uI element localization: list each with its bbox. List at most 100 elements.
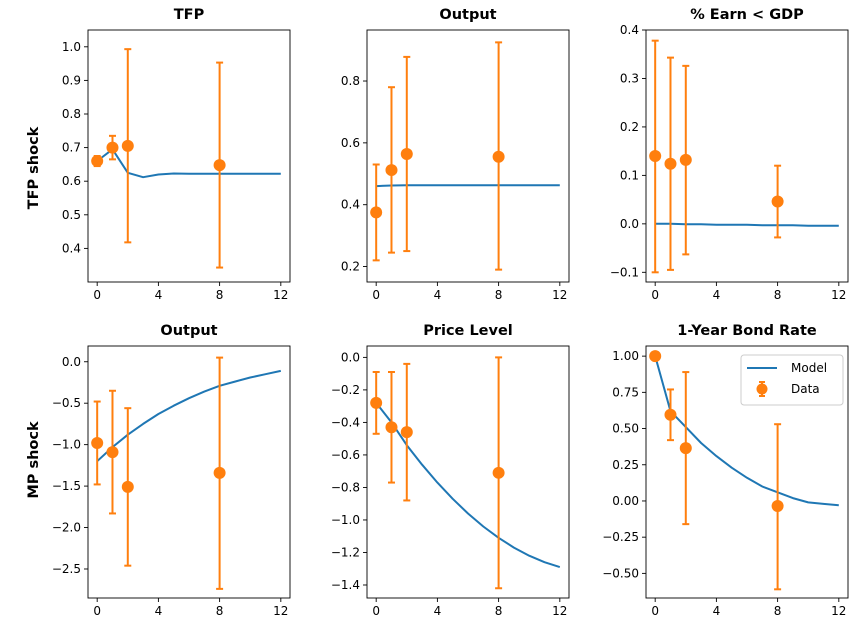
data-point: [385, 164, 398, 177]
data-point: [385, 421, 398, 434]
row-labels: TFP shock MP shock: [26, 126, 42, 498]
axes-frame: [645, 29, 849, 283]
data-point: [400, 147, 413, 160]
panel-title: % Earn < GDP: [690, 7, 804, 23]
y-tick-label: 0.0: [341, 350, 360, 364]
y-tick-label: 0.6: [62, 174, 81, 188]
panels: TFP 0 4 8 12 0.4 0.5 0.6 0.7 0.8 0.9 1.0 Output 0 4 8 12…: [52, 7, 849, 618]
x-tick-label: 4: [713, 604, 721, 618]
data-point: [370, 396, 383, 409]
axes-frame: [645, 345, 849, 599]
data-point: [771, 195, 784, 208]
model-series-line: [655, 222, 839, 227]
data-point: [121, 139, 134, 152]
panel-title: Price Level: [423, 323, 513, 339]
x-tick-label: 0: [651, 288, 659, 302]
y-tick-label: 0.2: [620, 120, 639, 134]
y-tick-label: 0.0: [620, 217, 639, 231]
y-tick-label: −2.0: [52, 521, 81, 535]
y-tick-label: −2.5: [52, 562, 81, 576]
data-point: [121, 480, 134, 493]
data-point: [213, 159, 226, 172]
data-point: [213, 466, 226, 479]
y-tick-label: 0.25: [612, 458, 639, 472]
y-tick-label: 0.4: [62, 241, 81, 255]
y-tick-label: −1.4: [331, 578, 360, 592]
y-tick-label: −0.4: [331, 415, 360, 429]
panel-4: Output 0 4 8 12 −2.5 −2.0 −1.5 −1.0 −0.5 0.0: [52, 323, 291, 618]
y-tick-label: 0.1: [620, 168, 639, 182]
legend: Model Data: [740, 354, 844, 406]
y-tick-label: −1.5: [52, 479, 81, 493]
panel-title: Output: [439, 7, 496, 23]
x-tick-label: 8: [495, 604, 503, 618]
y-tick-label: −0.8: [331, 480, 360, 494]
panel-3: % Earn < GDP 0 4 8 12 −0.1 0.0 0.1 0.2 0.3 0.4: [610, 7, 849, 302]
y-tick-label: 0.8: [62, 107, 81, 121]
y-tick-label: 0.7: [62, 141, 81, 155]
x-tick-label: 12: [552, 604, 567, 618]
data-point: [91, 436, 104, 449]
y-tick-label: 0.0: [62, 355, 81, 369]
model-series-line: [96, 369, 282, 462]
x-tick-label: 12: [831, 604, 846, 618]
row-label-mp-shock: MP shock: [26, 421, 42, 499]
y-tick-label: 0.75: [612, 385, 639, 399]
y-tick-label: −0.1: [610, 265, 639, 279]
axes-frame: [366, 345, 570, 599]
data-point: [649, 350, 662, 363]
y-tick-label: 0.9: [62, 73, 81, 87]
model-series-line: [376, 184, 560, 188]
y-tick-label: −1.2: [331, 545, 360, 559]
y-tick-label: 0.2: [341, 260, 360, 274]
y-tick-label: −0.5: [52, 396, 81, 410]
y-tick-label: 0.4: [620, 23, 639, 37]
data-point: [400, 426, 413, 439]
data-point: [492, 150, 505, 163]
panel-title: Output: [160, 323, 217, 339]
data-point: [679, 442, 692, 455]
y-tick-label: 0.6: [341, 136, 360, 150]
data-point: [492, 466, 505, 479]
data-point: [106, 141, 119, 154]
y-tick-label: −0.50: [602, 566, 639, 580]
y-tick-label: −0.6: [331, 448, 360, 462]
data-point: [106, 446, 119, 459]
legend-model-label: Model: [791, 361, 827, 375]
x-tick-label: 8: [774, 604, 782, 618]
axes-frame: [87, 345, 291, 599]
y-tick-label: 1.00: [612, 349, 639, 363]
panel-2: Output 0 4 8 12 0.2 0.4 0.6 0.8: [341, 7, 570, 302]
x-tick-label: 4: [434, 604, 442, 618]
data-point: [664, 157, 677, 170]
axes-frame: [366, 29, 570, 283]
x-tick-label: 8: [216, 604, 224, 618]
panel-6: 1-Year Bond Rate 0 4 8 12 −0.50 −0.25 0.00 0.25 0…: [602, 323, 849, 618]
data-point: [649, 150, 662, 162]
y-tick-label: −1.0: [331, 513, 360, 527]
y-tick-label: 1.0: [62, 40, 81, 54]
x-tick-label: 8: [495, 288, 503, 302]
data-point: [91, 155, 104, 168]
y-tick-label: 0.50: [612, 422, 639, 436]
x-tick-label: 4: [155, 288, 163, 302]
panel-1: TFP 0 4 8 12 0.4 0.5 0.6 0.7 0.8 0.9 1.0: [62, 7, 291, 302]
x-tick-label: 4: [434, 288, 442, 302]
y-tick-label: 0.4: [341, 198, 360, 212]
data-point: [664, 408, 677, 421]
x-tick-label: 12: [273, 288, 288, 302]
x-tick-label: 12: [273, 604, 288, 618]
x-tick-label: 0: [93, 288, 101, 302]
x-tick-label: 8: [774, 288, 782, 302]
panel-title: TFP: [174, 7, 205, 23]
y-tick-label: 0.3: [620, 71, 639, 85]
y-tick-label: 0.8: [341, 74, 360, 88]
y-tick-label: 0.00: [612, 494, 639, 508]
model-series-line: [96, 148, 281, 179]
x-tick-label: 0: [372, 604, 380, 618]
data-point: [771, 500, 784, 513]
y-tick-label: −1.0: [52, 438, 81, 452]
x-tick-label: 0: [372, 288, 380, 302]
x-tick-label: 4: [155, 604, 163, 618]
